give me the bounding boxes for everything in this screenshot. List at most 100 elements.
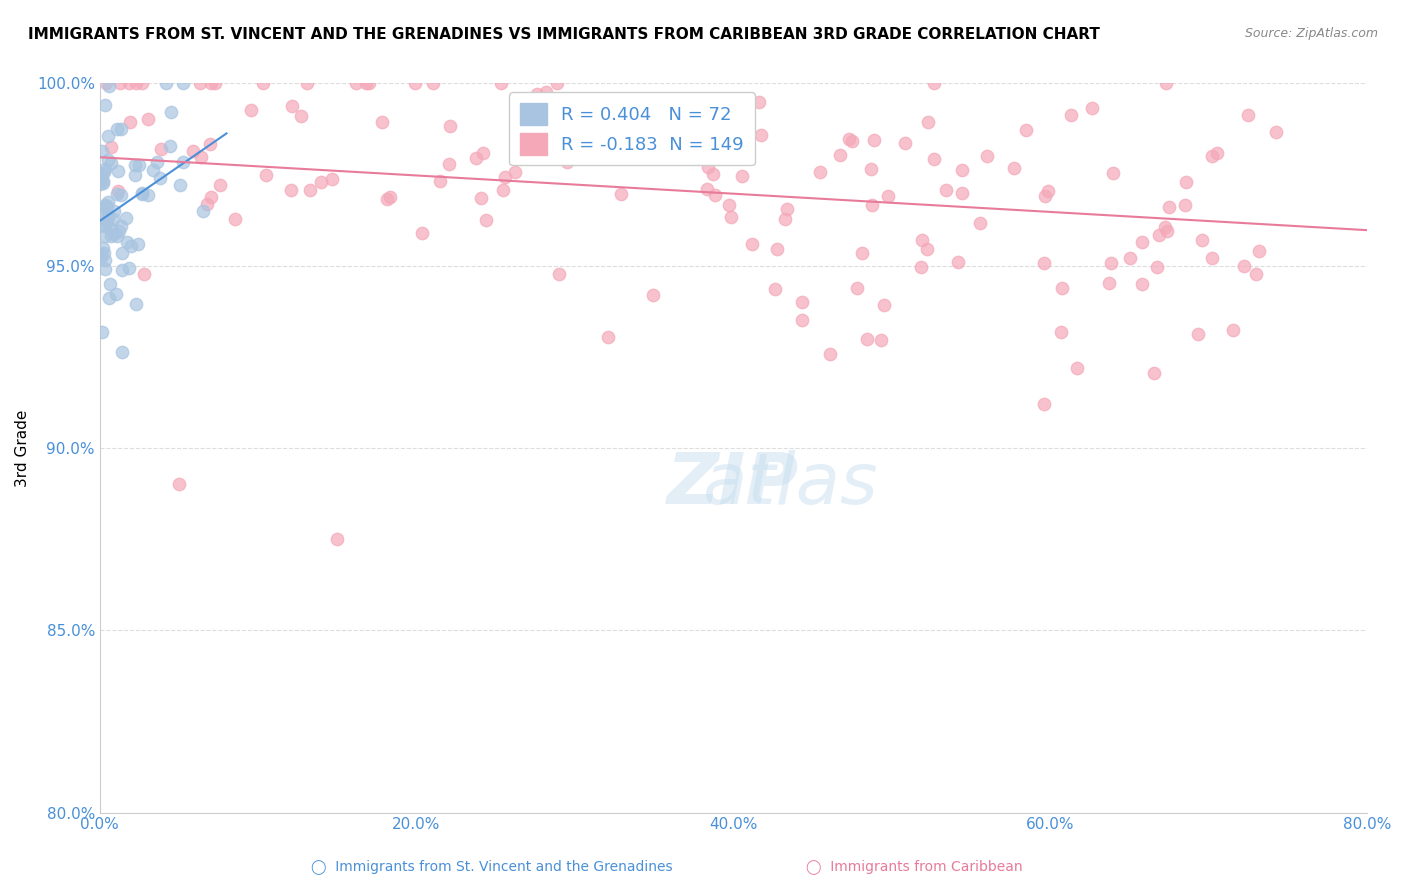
Point — [1097, 276, 1119, 290]
Point — [1130, 235, 1153, 249]
Point — [598, 330, 620, 344]
Point — [776, 202, 799, 217]
Point — [946, 255, 969, 269]
Point — [107, 184, 129, 198]
Point — [97, 194, 120, 209]
Point — [105, 287, 128, 301]
Point — [1201, 251, 1223, 265]
Point — [204, 77, 226, 91]
Point — [1015, 123, 1038, 137]
Point — [115, 235, 138, 250]
Point — [863, 133, 886, 147]
Point — [475, 212, 498, 227]
Point — [766, 242, 789, 256]
Point — [111, 246, 134, 260]
Point — [685, 114, 707, 128]
Point — [790, 313, 813, 327]
Point — [94, 162, 117, 177]
Point — [167, 477, 190, 491]
Point — [90, 250, 112, 264]
Point — [107, 224, 129, 238]
Text: IMMIGRANTS FROM ST. VINCENT AND THE GRENADINES VS IMMIGRANTS FROM CARIBBEAN 3RD : IMMIGRANTS FROM ST. VINCENT AND THE GREN… — [28, 27, 1099, 42]
Point — [437, 157, 460, 171]
Point — [149, 170, 172, 185]
Point — [950, 163, 973, 178]
Point — [1247, 244, 1270, 259]
Point — [311, 175, 333, 189]
Point — [820, 347, 842, 361]
Point — [733, 133, 755, 147]
Point — [93, 253, 115, 268]
Point — [911, 233, 934, 247]
Point — [120, 239, 142, 253]
Point — [491, 183, 513, 197]
Point — [697, 160, 720, 174]
Point — [125, 77, 148, 91]
Point — [100, 222, 122, 236]
Point — [1036, 184, 1059, 198]
Point — [93, 174, 115, 188]
Point — [224, 211, 246, 226]
Point — [472, 146, 495, 161]
Point — [191, 204, 214, 219]
Point — [100, 228, 122, 243]
Point — [159, 139, 181, 153]
Point — [910, 260, 932, 274]
Point — [326, 532, 349, 546]
Point — [709, 118, 731, 132]
Point — [107, 164, 129, 178]
Point — [1154, 77, 1177, 91]
Point — [91, 325, 114, 339]
Point — [94, 229, 117, 244]
Point — [188, 77, 211, 91]
Point — [686, 117, 709, 131]
Point — [94, 97, 117, 112]
Point — [91, 241, 114, 255]
Point — [1146, 260, 1168, 274]
Point — [103, 227, 125, 242]
Point — [915, 242, 938, 256]
Point — [254, 169, 277, 183]
Point — [950, 186, 973, 200]
Point — [103, 211, 125, 226]
Point — [491, 77, 513, 91]
Point — [841, 134, 863, 148]
Point — [1033, 188, 1056, 202]
Point — [526, 87, 548, 101]
Point — [252, 77, 274, 91]
Text: ◯  Immigrants from St. Vincent and the Grenadines: ◯ Immigrants from St. Vincent and the Gr… — [311, 859, 673, 874]
Point — [731, 169, 754, 183]
Point — [124, 158, 146, 172]
Point — [717, 198, 740, 212]
Point — [1130, 277, 1153, 291]
Point — [828, 148, 851, 162]
Point — [111, 344, 134, 359]
Point — [534, 85, 557, 99]
Point — [1237, 108, 1260, 122]
Point — [98, 78, 121, 93]
Y-axis label: 3rd Grade: 3rd Grade — [15, 409, 30, 487]
Point — [169, 178, 191, 192]
Point — [1187, 326, 1209, 341]
Point — [107, 121, 129, 136]
Point — [720, 210, 742, 224]
Point — [439, 119, 461, 133]
Point — [935, 183, 957, 197]
Point — [470, 190, 492, 204]
Point — [105, 229, 128, 244]
Point — [105, 186, 128, 201]
Point — [134, 267, 156, 281]
Point — [1099, 256, 1122, 270]
Point — [673, 122, 696, 136]
Point — [93, 245, 115, 260]
Point — [118, 77, 141, 91]
Point — [200, 136, 222, 151]
Point — [131, 77, 153, 91]
Point — [190, 150, 212, 164]
Point — [845, 281, 868, 295]
Point — [136, 188, 159, 202]
Point — [1119, 251, 1142, 265]
Point — [97, 292, 120, 306]
Point — [922, 77, 945, 91]
Point — [1159, 200, 1181, 214]
